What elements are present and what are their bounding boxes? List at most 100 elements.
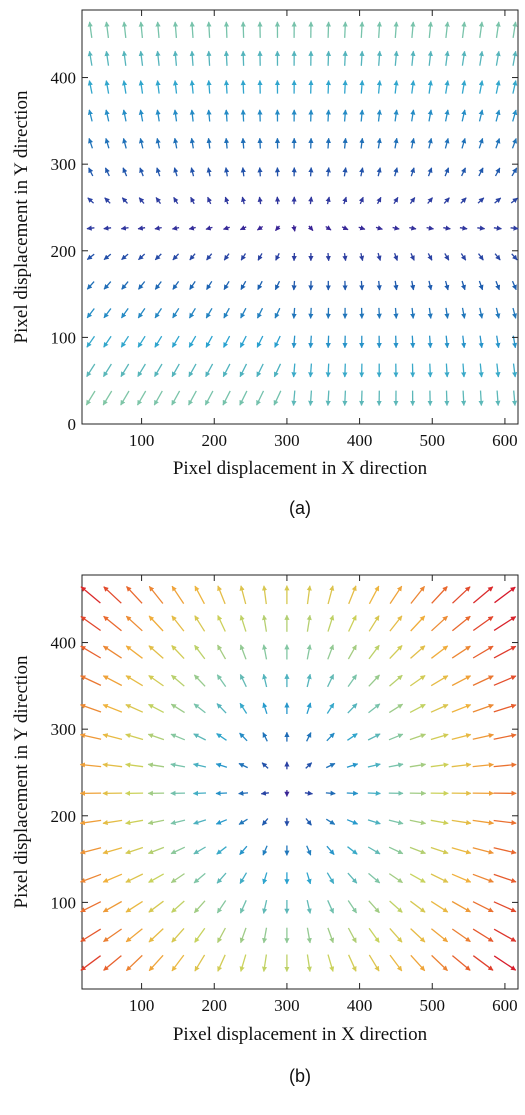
vector-arrow bbox=[368, 872, 381, 884]
vector-arrow bbox=[327, 644, 334, 660]
vector-arrow bbox=[122, 137, 128, 149]
vector-arrow bbox=[154, 363, 163, 378]
vector-arrow bbox=[326, 702, 335, 714]
vector-arrow bbox=[376, 109, 382, 122]
vector-arrow bbox=[137, 225, 146, 231]
vector-arrow bbox=[192, 790, 207, 796]
vector-arrow bbox=[125, 928, 143, 943]
vector-arrow bbox=[216, 703, 227, 714]
vector-arrow bbox=[189, 80, 195, 94]
vector-arrow bbox=[205, 307, 213, 319]
vector-arrow bbox=[291, 335, 297, 349]
y-tick-label: 200 bbox=[51, 807, 77, 826]
vector-arrow bbox=[388, 762, 404, 768]
vector-arrow bbox=[461, 280, 466, 291]
vector-arrow bbox=[86, 363, 96, 378]
vector-arrow bbox=[342, 390, 348, 407]
vector-arrow bbox=[306, 732, 312, 742]
x-tick-label: 100 bbox=[129, 431, 155, 450]
vector-arrow bbox=[493, 703, 517, 713]
vector-arrow bbox=[206, 79, 212, 94]
vector-arrow bbox=[171, 585, 185, 604]
vector-arrow bbox=[511, 253, 518, 261]
vector-arrow bbox=[192, 762, 207, 768]
vector-arrow bbox=[359, 137, 365, 149]
vector-arrow bbox=[308, 335, 314, 349]
vector-arrow bbox=[148, 585, 164, 604]
vector-arrow bbox=[368, 644, 380, 660]
vector-arrow bbox=[409, 674, 426, 687]
vector-arrow bbox=[376, 307, 382, 319]
vector-arrow bbox=[86, 253, 95, 261]
vector-arrow bbox=[262, 927, 268, 944]
vector-arrow bbox=[410, 615, 426, 632]
vector-arrow bbox=[477, 197, 485, 204]
vector-arrow bbox=[238, 762, 248, 769]
vector-arrow bbox=[125, 900, 143, 913]
vector-arrow bbox=[511, 138, 517, 149]
vector-arrow bbox=[261, 954, 268, 973]
vector-arrow bbox=[102, 645, 122, 659]
vector-arrow bbox=[102, 363, 112, 378]
vector-arrow bbox=[275, 253, 281, 261]
vector-arrow bbox=[472, 615, 494, 632]
vector-arrow bbox=[239, 644, 247, 660]
vector-arrow bbox=[348, 615, 357, 632]
vector-arrow bbox=[223, 225, 230, 231]
vector-arrow bbox=[239, 674, 247, 688]
vector-arrow bbox=[389, 645, 403, 660]
vector-arrow bbox=[121, 80, 128, 94]
vector-arrow bbox=[103, 253, 112, 261]
vector-arrow bbox=[478, 280, 484, 291]
vector-arrow bbox=[306, 702, 312, 714]
vector-arrow bbox=[80, 928, 102, 943]
vector-arrow bbox=[155, 197, 162, 204]
x-tick-label: 300 bbox=[274, 996, 300, 1015]
vector-arrow bbox=[510, 197, 518, 204]
vector-arrow bbox=[102, 762, 123, 768]
vector-arrow bbox=[189, 21, 195, 38]
vector-arrow bbox=[215, 819, 228, 825]
vector-arrow bbox=[493, 733, 517, 740]
vector-arrow bbox=[393, 21, 399, 38]
vector-arrow bbox=[86, 308, 95, 319]
vector-arrow bbox=[256, 225, 264, 231]
vector-arrow bbox=[451, 675, 472, 687]
vector-arrow bbox=[206, 167, 212, 177]
panel-a-y-axis: 0 100 200 300 400 bbox=[51, 69, 518, 434]
vector-arrow bbox=[172, 50, 179, 66]
vector-arrow bbox=[147, 733, 165, 741]
vector-arrow bbox=[171, 645, 185, 660]
vector-arrow bbox=[217, 585, 226, 605]
x-tick-label: 400 bbox=[347, 431, 373, 450]
vector-arrow bbox=[138, 137, 145, 149]
vector-arrow bbox=[451, 873, 472, 883]
vector-arrow bbox=[358, 196, 364, 205]
panel-b: 100 200 300 400 500 600 100 200 300 400 Pixel di… bbox=[11, 574, 519, 1086]
panel-b-x-axis: 100 200 300 400 500 600 bbox=[129, 575, 518, 1015]
vector-arrow bbox=[172, 109, 179, 122]
vector-arrow bbox=[260, 790, 269, 796]
vector-arrow bbox=[472, 586, 494, 604]
vector-arrow bbox=[216, 872, 227, 884]
vector-arrow bbox=[444, 335, 450, 349]
vector-arrow bbox=[206, 137, 212, 149]
vector-arrow bbox=[367, 733, 381, 741]
vector-arrow bbox=[137, 335, 146, 348]
vector-arrow bbox=[477, 253, 484, 261]
vector-arrow bbox=[368, 585, 380, 605]
vector-arrow bbox=[139, 167, 145, 177]
vector-arrow bbox=[359, 252, 365, 262]
panel-a-x-axis: 100 200 300 400 500 600 bbox=[129, 10, 518, 450]
panel-a-x-label: Pixel displacement in X direction bbox=[173, 458, 428, 479]
vector-arrow bbox=[224, 167, 230, 177]
vector-arrow bbox=[120, 225, 129, 231]
vector-arrow bbox=[291, 280, 297, 291]
vector-arrow bbox=[347, 733, 358, 741]
vector-arrow bbox=[368, 674, 380, 687]
x-tick-label: 400 bbox=[347, 996, 373, 1015]
vector-arrow bbox=[427, 137, 433, 149]
vector-arrow bbox=[376, 196, 382, 205]
vector-arrow bbox=[511, 307, 518, 319]
vector-arrow bbox=[410, 928, 426, 943]
